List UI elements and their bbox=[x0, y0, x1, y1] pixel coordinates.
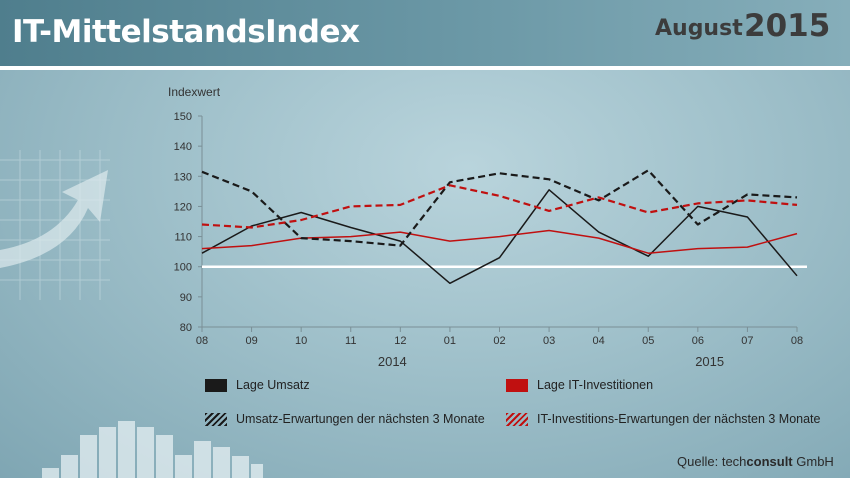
report-year: 2015 bbox=[744, 8, 831, 44]
y-tick-label: 130 bbox=[174, 171, 192, 183]
year-label: 2014 bbox=[378, 354, 407, 369]
arrow-icon bbox=[0, 170, 108, 268]
y-tick-label: 140 bbox=[174, 141, 192, 153]
source-company: techconsult GmbH bbox=[721, 454, 834, 469]
source-prefix: Quelle: bbox=[677, 454, 719, 469]
x-tick-label: 05 bbox=[642, 335, 654, 347]
legend-item-lage-umsatz: Lage Umsatz bbox=[205, 378, 310, 392]
x-tick-label: 09 bbox=[245, 335, 257, 347]
x-tick-label: 04 bbox=[593, 335, 605, 347]
legend-swatch-hatched-black bbox=[205, 412, 227, 426]
x-tick-label: 10 bbox=[295, 335, 307, 347]
x-tick-label: 08 bbox=[196, 335, 208, 347]
x-tick-label: 12 bbox=[394, 335, 406, 347]
y-tick-label: 100 bbox=[174, 262, 192, 274]
report-month: August bbox=[655, 16, 743, 41]
x-tick-label: 08 bbox=[791, 335, 803, 347]
y-tick-label: 90 bbox=[180, 292, 192, 304]
series-line-3 bbox=[201, 184, 798, 229]
y-tick-label: 150 bbox=[174, 111, 192, 123]
page-title: IT-MittelstandsIndex bbox=[12, 14, 360, 50]
x-tick-label: 01 bbox=[444, 335, 456, 347]
x-tick-label: 03 bbox=[543, 335, 555, 347]
legend-swatch-solid-black bbox=[205, 378, 227, 392]
x-tick-label: 07 bbox=[741, 335, 753, 347]
series-line-2 bbox=[201, 169, 798, 247]
y-tick-label: 80 bbox=[180, 322, 192, 334]
y-tick-label: 110 bbox=[174, 232, 192, 244]
legend-label: IT-Investitions-Erwartungen der nächsten… bbox=[537, 412, 821, 426]
header-bar bbox=[0, 0, 850, 66]
legend-item-lage-it: Lage IT-Investitionen bbox=[506, 378, 653, 392]
series-line-1 bbox=[201, 229, 798, 254]
legend-label: Lage IT-Investitionen bbox=[537, 378, 654, 392]
x-tick-label: 06 bbox=[692, 335, 704, 347]
year-label: 2015 bbox=[695, 354, 724, 369]
series-line-0 bbox=[201, 189, 798, 285]
y-tick-label: 120 bbox=[174, 201, 192, 213]
bars-decoration bbox=[42, 421, 263, 478]
source-note: Quelle: techconsult GmbH bbox=[677, 454, 834, 469]
legend-swatch-hatched-red bbox=[506, 412, 528, 426]
x-tick-label: 11 bbox=[345, 335, 356, 347]
header-divider bbox=[0, 66, 850, 70]
legend-swatch-solid-red bbox=[506, 378, 528, 392]
legend-item-it-erwartungen: IT-Investitions-Erwartungen der nächsten… bbox=[506, 412, 820, 426]
x-tick-label: 02 bbox=[493, 335, 505, 347]
y-axis-label: Indexwert bbox=[168, 85, 221, 99]
legend-label: Lage Umsatz bbox=[236, 378, 310, 392]
legend-item-umsatz-erwartungen: Umsatz-Erwartungen der nächsten 3 Monate bbox=[205, 412, 485, 426]
legend-label: Umsatz-Erwartungen der nächsten 3 Monate bbox=[236, 412, 485, 426]
